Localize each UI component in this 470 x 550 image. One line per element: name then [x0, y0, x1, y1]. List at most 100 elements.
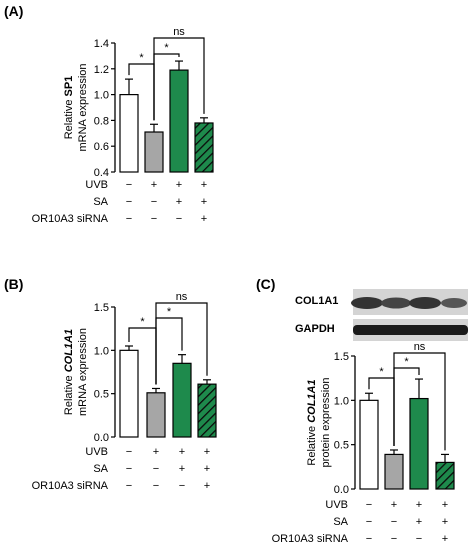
bar-c-3	[409, 397, 429, 490]
chart-b: 0.0 0.5 1.0 1.5 Relative COL1A1 mRNA expressi…	[32, 291, 217, 492]
y-tick-label: 0.0	[94, 432, 109, 444]
condition-sign: −	[126, 480, 132, 492]
y-tick-label: 1.5	[334, 351, 349, 363]
condition-sign: −	[153, 480, 159, 492]
y-tick-label: 0.5	[334, 440, 349, 452]
condition-sign: −	[366, 499, 372, 511]
condition-sign: +	[391, 499, 397, 511]
condition-row-label: SA	[93, 196, 108, 208]
y-tick-label: 1.2	[94, 64, 109, 76]
significance-bracket-3	[155, 302, 208, 385]
y-tick-label: 1.0	[94, 345, 109, 357]
y-axis-label-line2: mRNA expression	[77, 328, 89, 416]
condition-sign: +	[151, 179, 157, 191]
condition-sign: −	[126, 196, 132, 208]
condition-sign: −	[391, 533, 397, 545]
condition-sign: +	[179, 463, 185, 475]
y-tick-label: 1.4	[94, 38, 109, 50]
condition-row-label: UVB	[325, 499, 348, 511]
y-tick-label: 1.0	[334, 395, 349, 407]
condition-sign: −	[179, 480, 185, 492]
condition-sign: −	[126, 179, 132, 191]
significance-label-3: ns	[173, 26, 185, 38]
blot-band-row-gapdh	[353, 319, 468, 341]
condition-sign: −	[126, 446, 132, 458]
bar-c-1	[359, 399, 379, 490]
y-tick-label: 0.5	[94, 389, 109, 401]
panel-label-b: (B)	[4, 276, 23, 292]
y-tick-label: 0.0	[334, 484, 349, 496]
condition-sign: −	[153, 463, 159, 475]
condition-sign: +	[204, 446, 210, 458]
condition-row-label: SA	[93, 463, 108, 475]
y-tick-label: 1.0	[94, 90, 109, 102]
bar-b-2	[146, 392, 166, 438]
condition-row-label: SA	[333, 516, 348, 528]
significance-label-3: ns	[176, 291, 188, 303]
condition-sign: −	[126, 463, 132, 475]
significance-label-3: ns	[414, 341, 426, 353]
condition-sign: +	[204, 463, 210, 475]
bar-a-2	[144, 131, 164, 173]
condition-sign: +	[201, 213, 207, 225]
condition-sign: +	[442, 533, 448, 545]
blot-label-gapdh: GAPDH	[295, 323, 335, 335]
significance-label-1: *	[379, 366, 384, 378]
condition-row-label: OR10A3 siRNA	[272, 533, 349, 545]
bar-a-3	[169, 69, 189, 173]
panel-label-a: (A)	[4, 3, 23, 19]
significance-bracket-3	[153, 37, 205, 121]
condition-sign: +	[442, 499, 448, 511]
condition-sign: −	[391, 516, 397, 528]
chart-a: 0.4 0.6 0.8 1.0 1.2 1.4 Relative SP1 mRNA expre…	[32, 26, 214, 225]
bar-c-2	[384, 453, 404, 490]
chart-c: 0.0 0.5 1.0 1.5 Relative COL1A1 protein expre…	[272, 341, 455, 545]
western-blot: COL1A1 GAPDH	[295, 289, 468, 341]
condition-sign: +	[442, 516, 448, 528]
condition-sign: −	[151, 213, 157, 225]
bar-a-1	[119, 93, 139, 173]
y-tick-label: 0.8	[94, 115, 109, 127]
condition-sign: +	[153, 446, 159, 458]
condition-sign: −	[416, 533, 422, 545]
condition-sign: +	[204, 480, 210, 492]
condition-sign: +	[176, 196, 182, 208]
condition-sign: −	[366, 516, 372, 528]
bar-b-4	[197, 383, 217, 438]
condition-sign: +	[416, 499, 422, 511]
condition-sign: +	[176, 179, 182, 191]
condition-sign: +	[201, 179, 207, 191]
significance-label-2: *	[164, 42, 169, 54]
condition-row-label: OR10A3 siRNA	[32, 213, 109, 225]
significance-label-2: *	[404, 356, 409, 368]
y-tick-label: 0.6	[94, 141, 109, 153]
condition-sign: −	[126, 213, 132, 225]
condition-sign: −	[176, 213, 182, 225]
bar-b-1	[119, 349, 139, 438]
blot-label-col1a1: COL1A1	[295, 295, 338, 307]
y-axis-label-line2: protein expression	[320, 378, 332, 468]
y-axis-label: Relative COL1A1	[63, 329, 75, 415]
condition-sign: −	[366, 533, 372, 545]
bar-b-3	[172, 362, 192, 438]
condition-row-label: UVB	[85, 446, 108, 458]
condition-row-label: OR10A3 siRNA	[32, 480, 109, 492]
condition-sign: +	[416, 516, 422, 528]
blot-band-row-col1a1	[351, 289, 468, 315]
significance-label-2: *	[167, 306, 172, 318]
condition-sign: −	[151, 196, 157, 208]
y-axis-label: Relative SP1	[63, 76, 75, 140]
condition-sign: +	[201, 196, 207, 208]
bar-c-4	[435, 461, 455, 490]
y-axis-label: Relative COL1A1	[306, 379, 318, 465]
significance-bracket-3	[393, 352, 446, 451]
bar-a-4	[194, 122, 214, 173]
y-tick-label: 1.5	[94, 302, 109, 314]
condition-row-label: UVB	[85, 179, 108, 191]
y-tick-label: 0.4	[94, 167, 109, 179]
y-axis-label-line2: mRNA expression	[77, 63, 89, 151]
condition-sign: +	[179, 446, 185, 458]
significance-label-1: *	[140, 316, 145, 328]
significance-label-1: *	[139, 52, 144, 64]
